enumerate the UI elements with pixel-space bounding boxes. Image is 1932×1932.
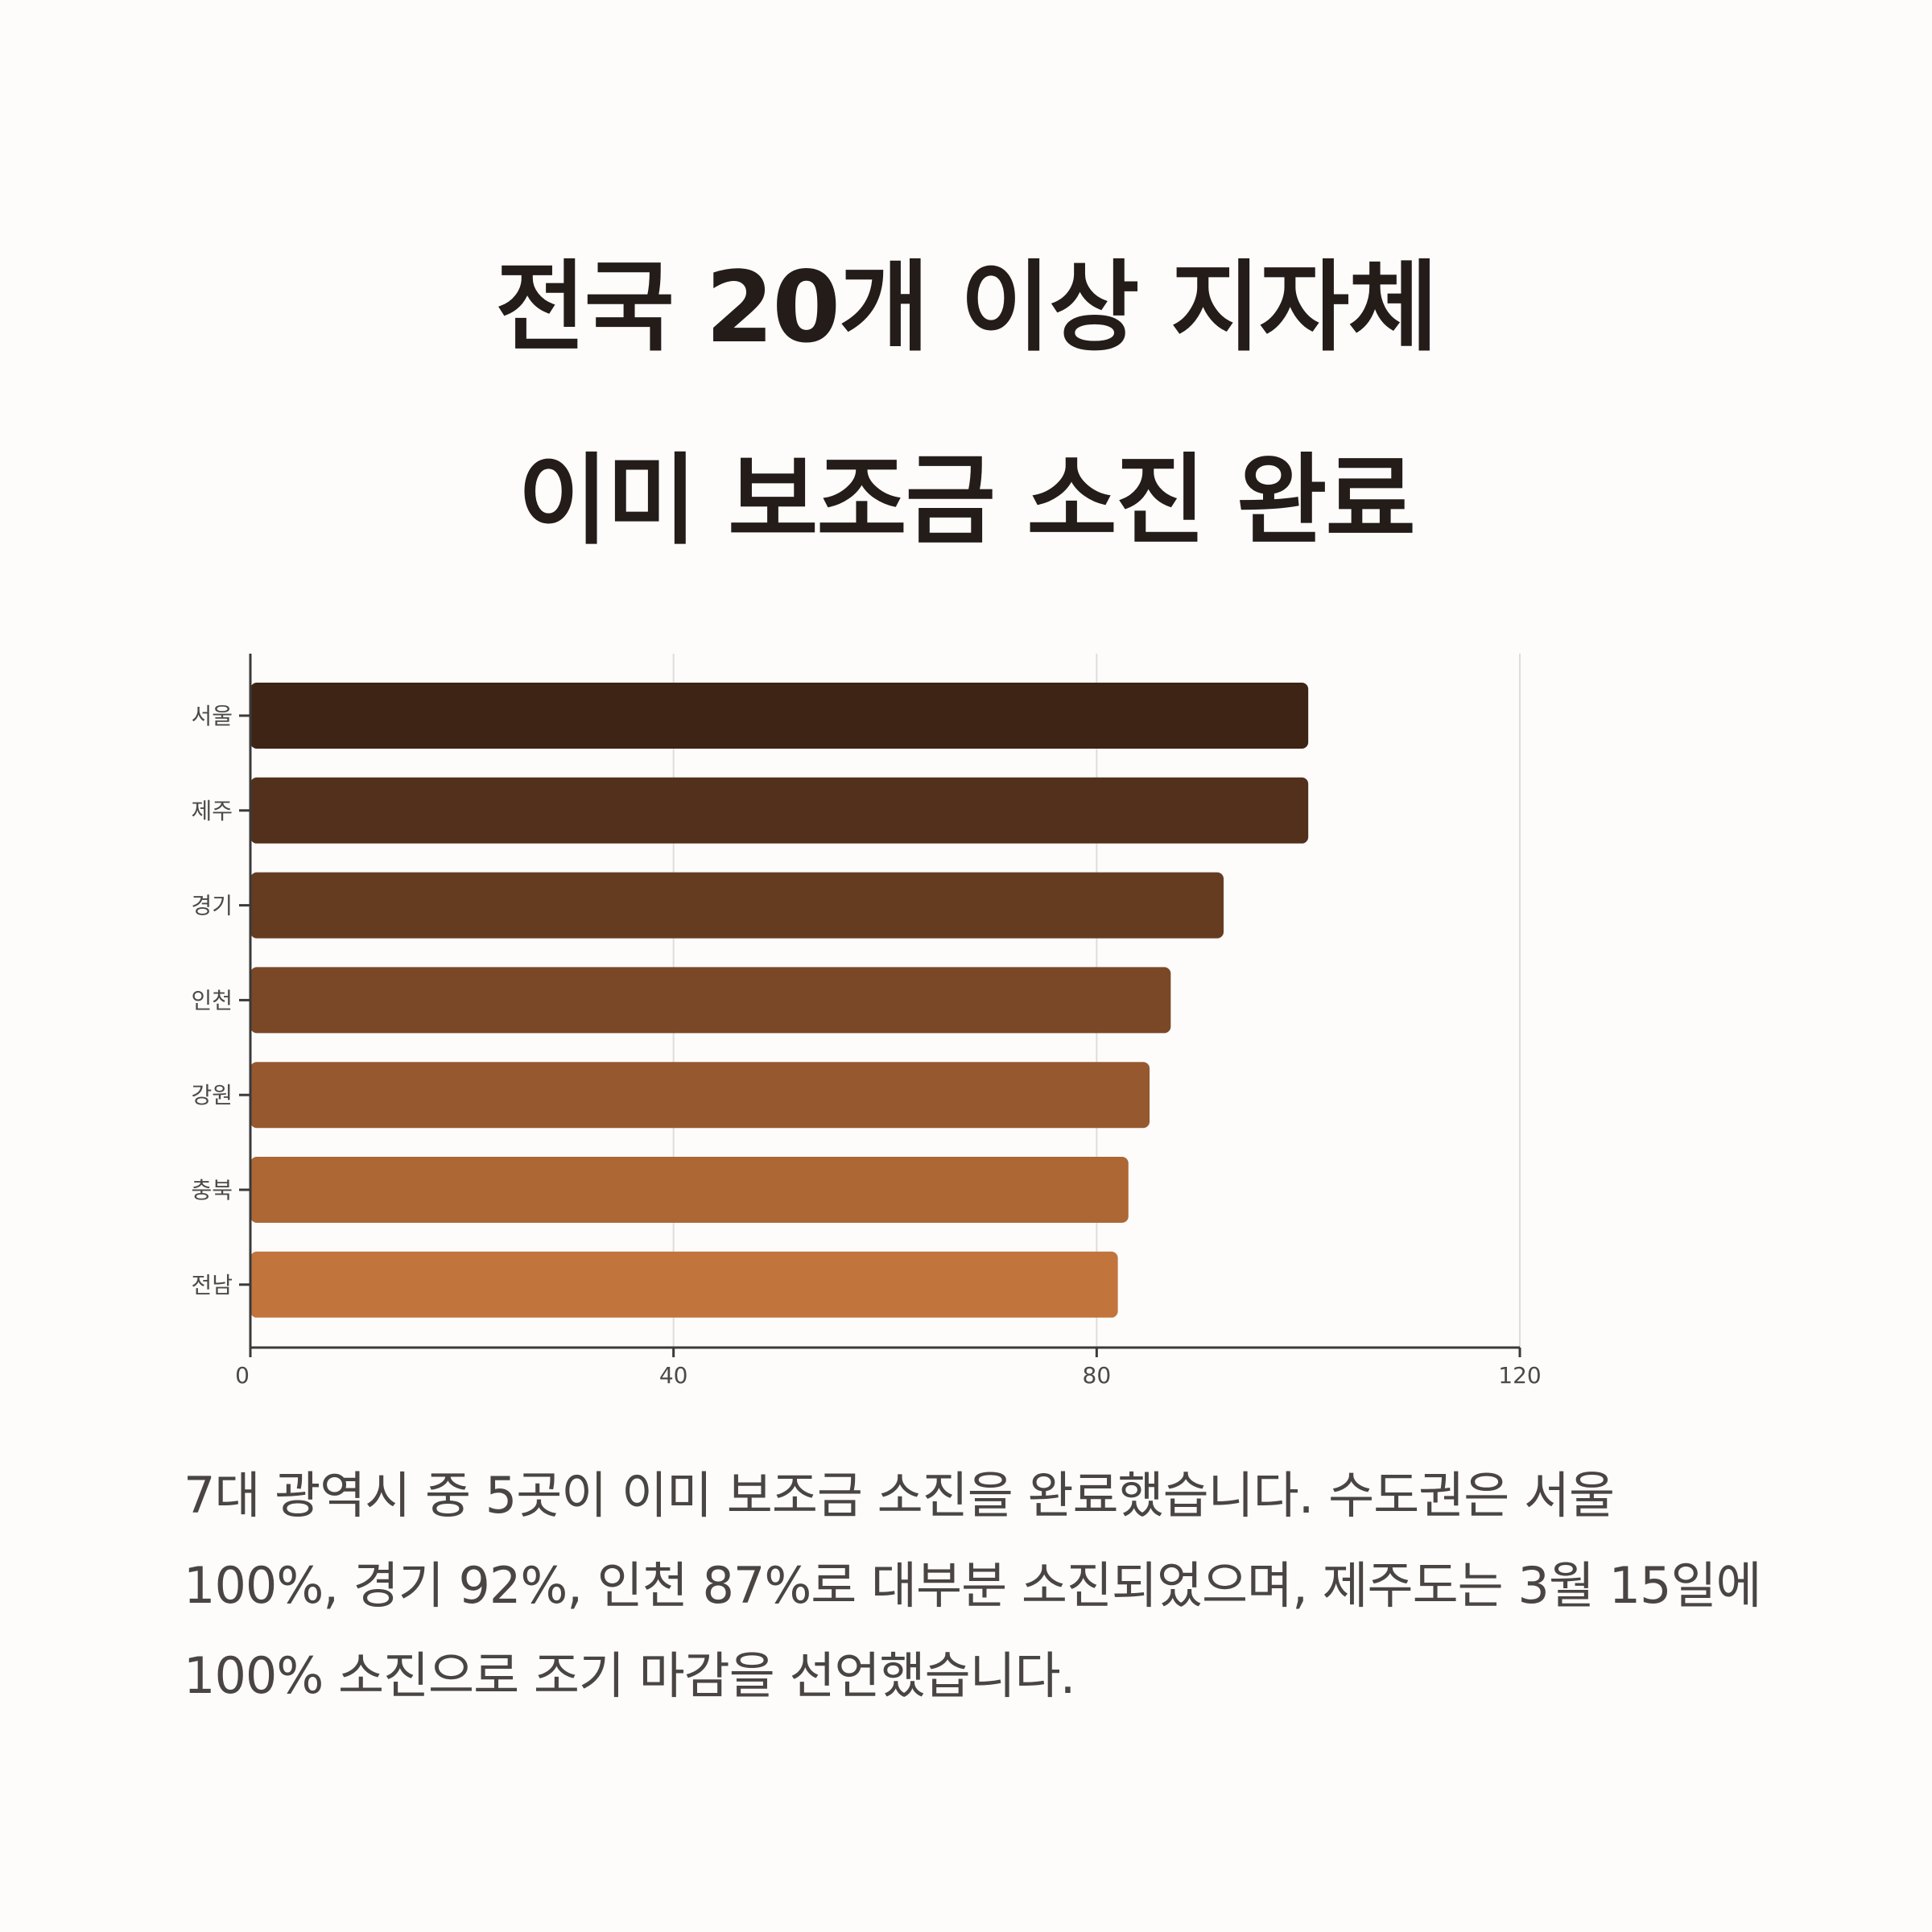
bar-1	[250, 683, 1309, 749]
y-tick-label: 경기	[191, 893, 233, 919]
y-tick-label: 강원	[191, 1082, 233, 1108]
bar-3	[250, 872, 1224, 939]
x-tick-label: 0	[235, 1362, 250, 1389]
chart-title: 전국 20개 이상 지자체 이미 보조금 소진 완료	[0, 211, 1932, 597]
description-text: 7대 광역시 중 5곳이 이미 보조금 소진을 완료했습니다. 수도권은 서울 …	[184, 1466, 1762, 1705]
x-tick-label: 120	[1498, 1362, 1541, 1389]
bar-7	[250, 1251, 1118, 1318]
bar-2	[250, 777, 1309, 844]
title-line-2: 이미 보조금 소진 완료	[518, 444, 1416, 558]
title-line-1: 전국 20개 이상 지자체	[495, 250, 1438, 365]
y-tick-label: 제주	[191, 798, 233, 824]
y-tick-label: 전남	[191, 1272, 233, 1298]
bar-4	[250, 967, 1171, 1034]
y-tick-label: 충북	[191, 1177, 233, 1203]
y-tick-label: 서울	[191, 703, 233, 729]
bar-5	[250, 1062, 1150, 1129]
x-tick-label: 80	[1083, 1362, 1112, 1389]
x-tick-label: 40	[659, 1362, 688, 1389]
bar-6	[250, 1157, 1129, 1223]
y-tick-label: 인천	[191, 987, 233, 1013]
